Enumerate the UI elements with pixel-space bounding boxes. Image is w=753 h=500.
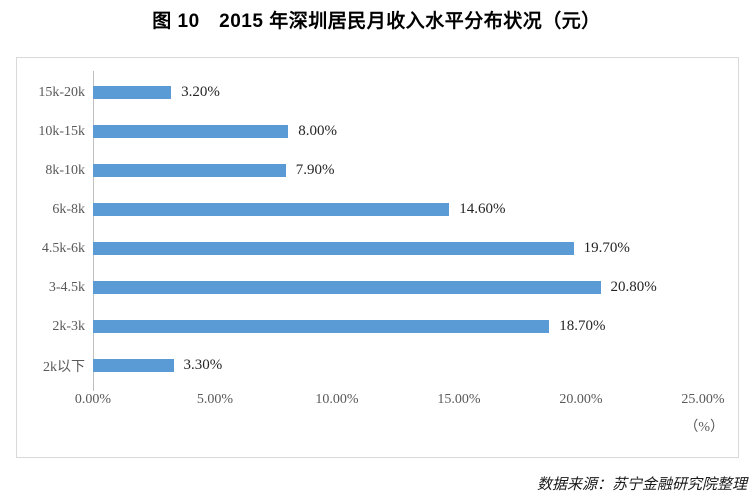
value-label: 19.70%	[583, 240, 630, 256]
x-axis-tick-label: 25.00%	[681, 392, 725, 407]
value-label: 20.80%	[610, 279, 657, 295]
bar-row: 2k以下 3.30%	[17, 346, 738, 385]
category-label: 15k-20k	[38, 84, 85, 100]
chart-area: 15k-20k 3.20% 10k-15k 8.00% 8k-10k 7.90% 6k-8k…	[16, 57, 739, 458]
bar	[93, 203, 450, 216]
value-label: 14.60%	[459, 201, 506, 217]
value-label: 18.70%	[559, 318, 606, 334]
x-axis-tick-label: 10.00%	[315, 392, 359, 407]
x-axis-tick-label: 15.00%	[437, 392, 481, 407]
bar-row: 4.5k-6k 19.70%	[17, 229, 738, 268]
value-label: 7.90%	[295, 162, 335, 178]
bar-rows: 15k-20k 3.20% 10k-15k 8.00% 8k-10k 7.90% 6k-8k…	[17, 73, 738, 385]
bar	[93, 320, 550, 333]
bar-row: 10k-15k 8.00%	[17, 112, 738, 151]
value-label: 3.20%	[181, 84, 220, 100]
bar-row: 2k-3k 18.70%	[17, 307, 738, 346]
category-label: 10k-15k	[38, 123, 85, 139]
category-label: 3-4.5k	[48, 279, 85, 295]
category-label: 8k-10k	[45, 162, 85, 178]
value-label: 8.00%	[298, 123, 337, 139]
bar-track: 7.90%	[93, 151, 703, 190]
x-axis-tick-label: 5.00%	[196, 392, 234, 407]
bar	[93, 242, 574, 255]
bar-track: 19.70%	[93, 229, 703, 268]
bar	[93, 359, 174, 372]
bar-row: 8k-10k 7.90%	[17, 151, 738, 190]
bar	[93, 281, 601, 294]
bar	[93, 86, 172, 99]
bar-track: 3.20%	[93, 73, 703, 112]
category-label: 6k-8k	[52, 201, 85, 217]
category-label: 2k-3k	[52, 318, 85, 334]
x-axis-unit-label: （%）	[684, 420, 724, 435]
chart-title: 图 10 2015 年深圳居民月收入水平分布状况（元）	[152, 11, 601, 32]
bar-row: 3-4.5k 20.80%	[17, 268, 738, 307]
x-axis-tick-label: 20.00%	[559, 392, 603, 407]
source-note: 数据来源：苏宁金融研究院整理	[536, 477, 747, 493]
bar	[93, 164, 286, 177]
value-label: 3.30%	[183, 357, 223, 373]
bar-row: 6k-8k 14.60%	[17, 190, 738, 229]
bar-track: 18.70%	[93, 307, 703, 346]
bar-track: 20.80%	[93, 268, 703, 307]
bar-track: 8.00%	[93, 112, 703, 151]
y-axis-line	[93, 71, 94, 391]
category-label: 2k以下	[43, 359, 85, 375]
bar-track: 3.30%	[93, 346, 703, 385]
x-axis-tick-label: 0.00%	[74, 392, 112, 407]
bar-row: 15k-20k 3.20%	[17, 73, 738, 112]
bar	[93, 125, 289, 138]
bar-track: 14.60%	[93, 190, 703, 229]
x-axis-ticks: 0.00% 5.00% 10.00% 15.00% 20.00% 25.00%	[75, 392, 725, 410]
category-label: 4.5k-6k	[41, 240, 85, 256]
